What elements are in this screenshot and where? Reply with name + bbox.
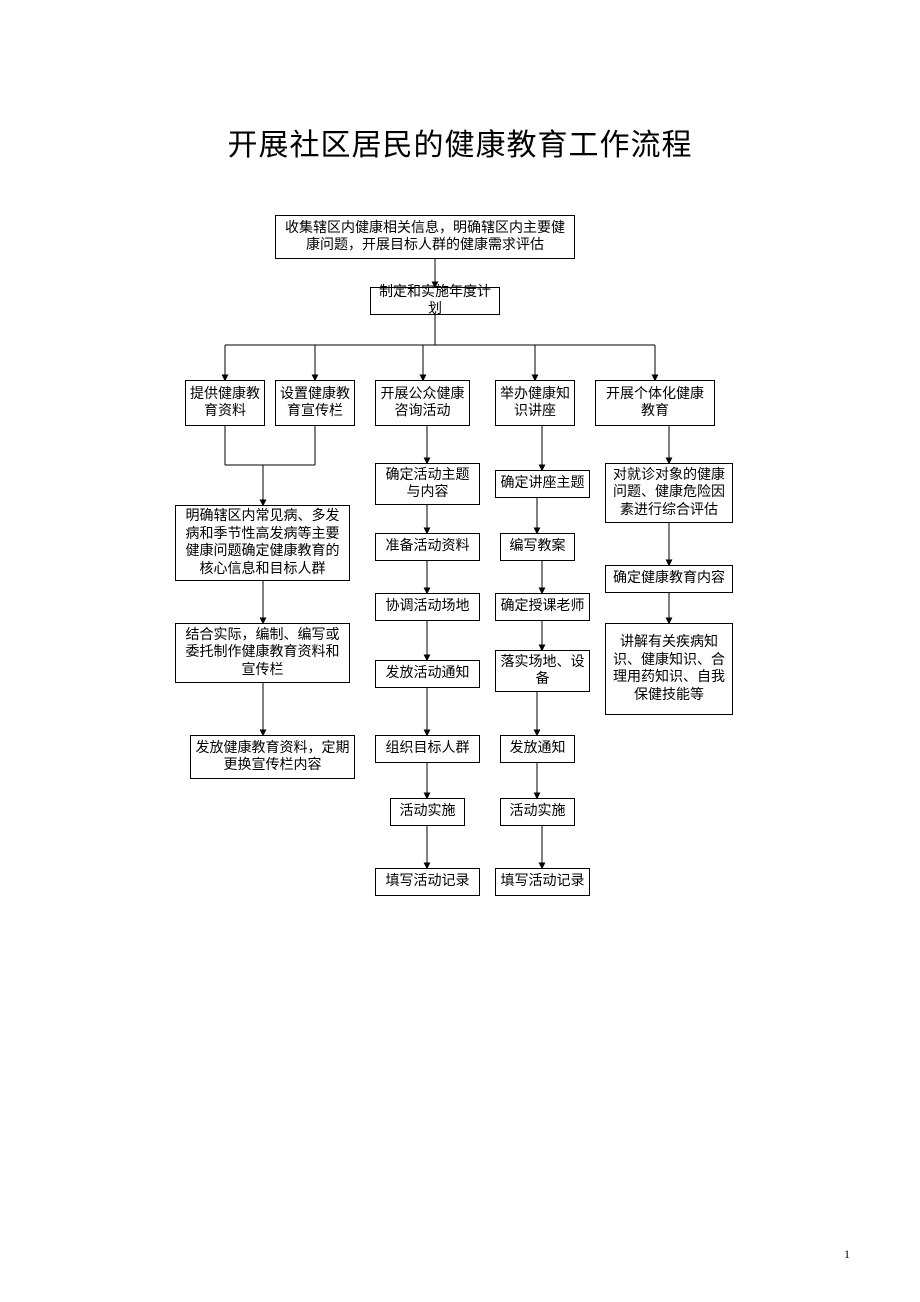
flow-node: 明确辖区内常见病、多发病和季节性高发病等主要健康问题确定健康教育的核心信息和目标… xyxy=(175,505,350,581)
flow-node: 协调活动场地 xyxy=(375,593,480,621)
flow-node: 确定活动主题与内容 xyxy=(375,463,480,505)
flow-node: 结合实际，编制、编写或委托制作健康教育资料和宣传栏 xyxy=(175,623,350,683)
flow-node: 确定讲座主题 xyxy=(495,470,590,498)
flowchart: 收集辖区内健康相关信息，明确辖区内主要健康问题，开展目标人群的健康需求评估制定和… xyxy=(175,215,755,985)
flow-node: 提供健康教育资料 xyxy=(185,380,265,426)
flow-node: 组织目标人群 xyxy=(375,735,480,763)
flow-node: 开展公众健康咨询活动 xyxy=(375,380,470,426)
flow-node: 收集辖区内健康相关信息，明确辖区内主要健康问题，开展目标人群的健康需求评估 xyxy=(275,215,575,259)
flow-node: 开展个体化健康教育 xyxy=(595,380,715,426)
flow-node: 对就诊对象的健康问题、健康危险因素进行综合评估 xyxy=(605,463,733,523)
flow-node: 发放健康教育资料，定期更换宣传栏内容 xyxy=(190,735,355,779)
flow-node: 落实场地、设备 xyxy=(495,650,590,692)
flow-node: 准备活动资料 xyxy=(375,533,480,561)
flow-node: 确定健康教育内容 xyxy=(605,565,733,593)
flow-node: 活动实施 xyxy=(390,798,465,826)
flow-node: 确定授课老师 xyxy=(495,593,590,621)
flow-node: 发放通知 xyxy=(500,735,575,763)
flow-node: 活动实施 xyxy=(500,798,575,826)
flow-node: 制定和实施年度计划 xyxy=(370,287,500,315)
page-title: 开展社区居民的健康教育工作流程 xyxy=(0,120,920,164)
flow-node: 填写活动记录 xyxy=(495,868,590,896)
flow-node: 填写活动记录 xyxy=(375,868,480,896)
flow-node: 编写教案 xyxy=(500,533,575,561)
flow-node: 举办健康知识讲座 xyxy=(495,380,575,426)
page-number: 1 xyxy=(844,1247,850,1262)
flow-node: 设置健康教育宣传栏 xyxy=(275,380,355,426)
page: 开展社区居民的健康教育工作流程 收集辖区内健康相关信息，明确辖区内主要健康问题，… xyxy=(0,0,920,1302)
flow-node: 发放活动通知 xyxy=(375,660,480,688)
flow-node: 讲解有关疾病知识、健康知识、合理用药知识、自我保健技能等 xyxy=(605,623,733,715)
